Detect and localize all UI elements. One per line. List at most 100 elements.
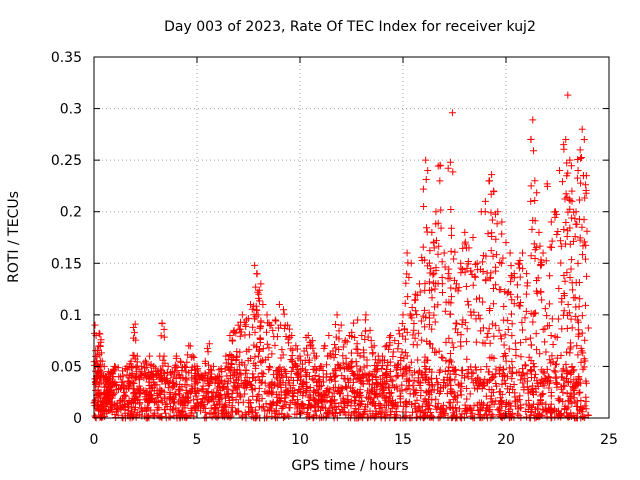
- data-point: [353, 340, 361, 348]
- data-point: [158, 387, 166, 395]
- data-point: [230, 368, 238, 376]
- data-point: [255, 403, 263, 411]
- data-point: [370, 394, 378, 402]
- data-point: [335, 362, 343, 370]
- data-point: [401, 349, 409, 357]
- data-point: [342, 383, 350, 391]
- data-point: [542, 405, 550, 413]
- data-point: [137, 370, 145, 378]
- data-point: [249, 323, 257, 331]
- data-point: [184, 397, 192, 405]
- data-point: [542, 257, 550, 265]
- data-point: [218, 407, 226, 415]
- data-point: [519, 379, 527, 387]
- data-point: [562, 190, 570, 198]
- data-point: [251, 353, 259, 361]
- data-point: [529, 116, 537, 124]
- data-point: [375, 399, 383, 407]
- data-point: [450, 255, 458, 263]
- data-point: [95, 351, 103, 359]
- data-point: [91, 413, 99, 421]
- data-point: [481, 197, 489, 205]
- data-point: [156, 413, 164, 421]
- data-point: [557, 242, 565, 250]
- data-point: [247, 355, 255, 363]
- data-point: [108, 401, 116, 409]
- data-point: [536, 399, 544, 407]
- data-point: [498, 259, 506, 267]
- y-axis-ticks: 0 0.05 0.1 0.15 0.2 0.25 0.3 0.35: [51, 50, 609, 427]
- data-point: [140, 386, 148, 394]
- data-point: [576, 234, 584, 242]
- data-point: [516, 273, 524, 281]
- data-point: [191, 384, 199, 392]
- data-point: [522, 335, 530, 343]
- data-point: [476, 265, 484, 273]
- data-point: [456, 387, 464, 395]
- data-point: [363, 393, 371, 401]
- data-point: [195, 387, 203, 395]
- data-point: [563, 348, 571, 356]
- data-point: [269, 399, 277, 407]
- data-point: [342, 360, 350, 368]
- data-point: [123, 401, 131, 409]
- data-point: [171, 390, 179, 398]
- data-point: [482, 252, 490, 260]
- data-point: [536, 350, 544, 358]
- data-point: [440, 249, 448, 257]
- data-point: [562, 136, 570, 144]
- data-point: [469, 234, 477, 241]
- data-point: [403, 249, 411, 257]
- data-point: [466, 390, 474, 398]
- data-point: [278, 372, 286, 380]
- data-point: [121, 391, 129, 399]
- data-point: [559, 398, 567, 406]
- data-point: [328, 397, 336, 405]
- data-point: [253, 392, 261, 400]
- data-point: [508, 310, 516, 318]
- data-point: [454, 380, 462, 388]
- data-point: [311, 365, 319, 373]
- data-point: [528, 388, 536, 396]
- data-point: [446, 375, 454, 383]
- data-point: [281, 413, 289, 421]
- data-point: [452, 319, 460, 327]
- data-point: [490, 332, 498, 340]
- data-point: [242, 369, 250, 377]
- data-point: [365, 389, 373, 397]
- data-point: [453, 407, 461, 415]
- data-point: [291, 360, 299, 368]
- data-point: [431, 318, 439, 326]
- data-point: [150, 387, 158, 395]
- data-point: [175, 390, 183, 398]
- data-point: [558, 298, 566, 306]
- data-point: [537, 261, 545, 269]
- data-point: [564, 169, 572, 177]
- data-point: [519, 371, 527, 379]
- data-point: [194, 395, 202, 403]
- data-point: [518, 249, 526, 257]
- data-point: [568, 214, 576, 222]
- data-point: [195, 402, 203, 410]
- data-point: [531, 196, 539, 204]
- data-point: [513, 410, 521, 418]
- data-point: [126, 360, 134, 368]
- data-point: [500, 341, 508, 349]
- data-point: [277, 384, 285, 392]
- data-point: [568, 256, 576, 264]
- data-point: [361, 327, 369, 335]
- data-point: [348, 328, 356, 336]
- data-point: [422, 156, 430, 164]
- data-point: [158, 377, 166, 385]
- data-point: [425, 405, 433, 413]
- data-point: [534, 412, 542, 420]
- data-point: [332, 405, 340, 413]
- data-point: [541, 338, 549, 346]
- data-point: [571, 382, 579, 390]
- data-point: [272, 317, 280, 325]
- data-point: [410, 320, 418, 328]
- data-point: [475, 399, 483, 407]
- data-point: [114, 364, 122, 372]
- data-point: [315, 399, 323, 407]
- data-point: [510, 300, 518, 308]
